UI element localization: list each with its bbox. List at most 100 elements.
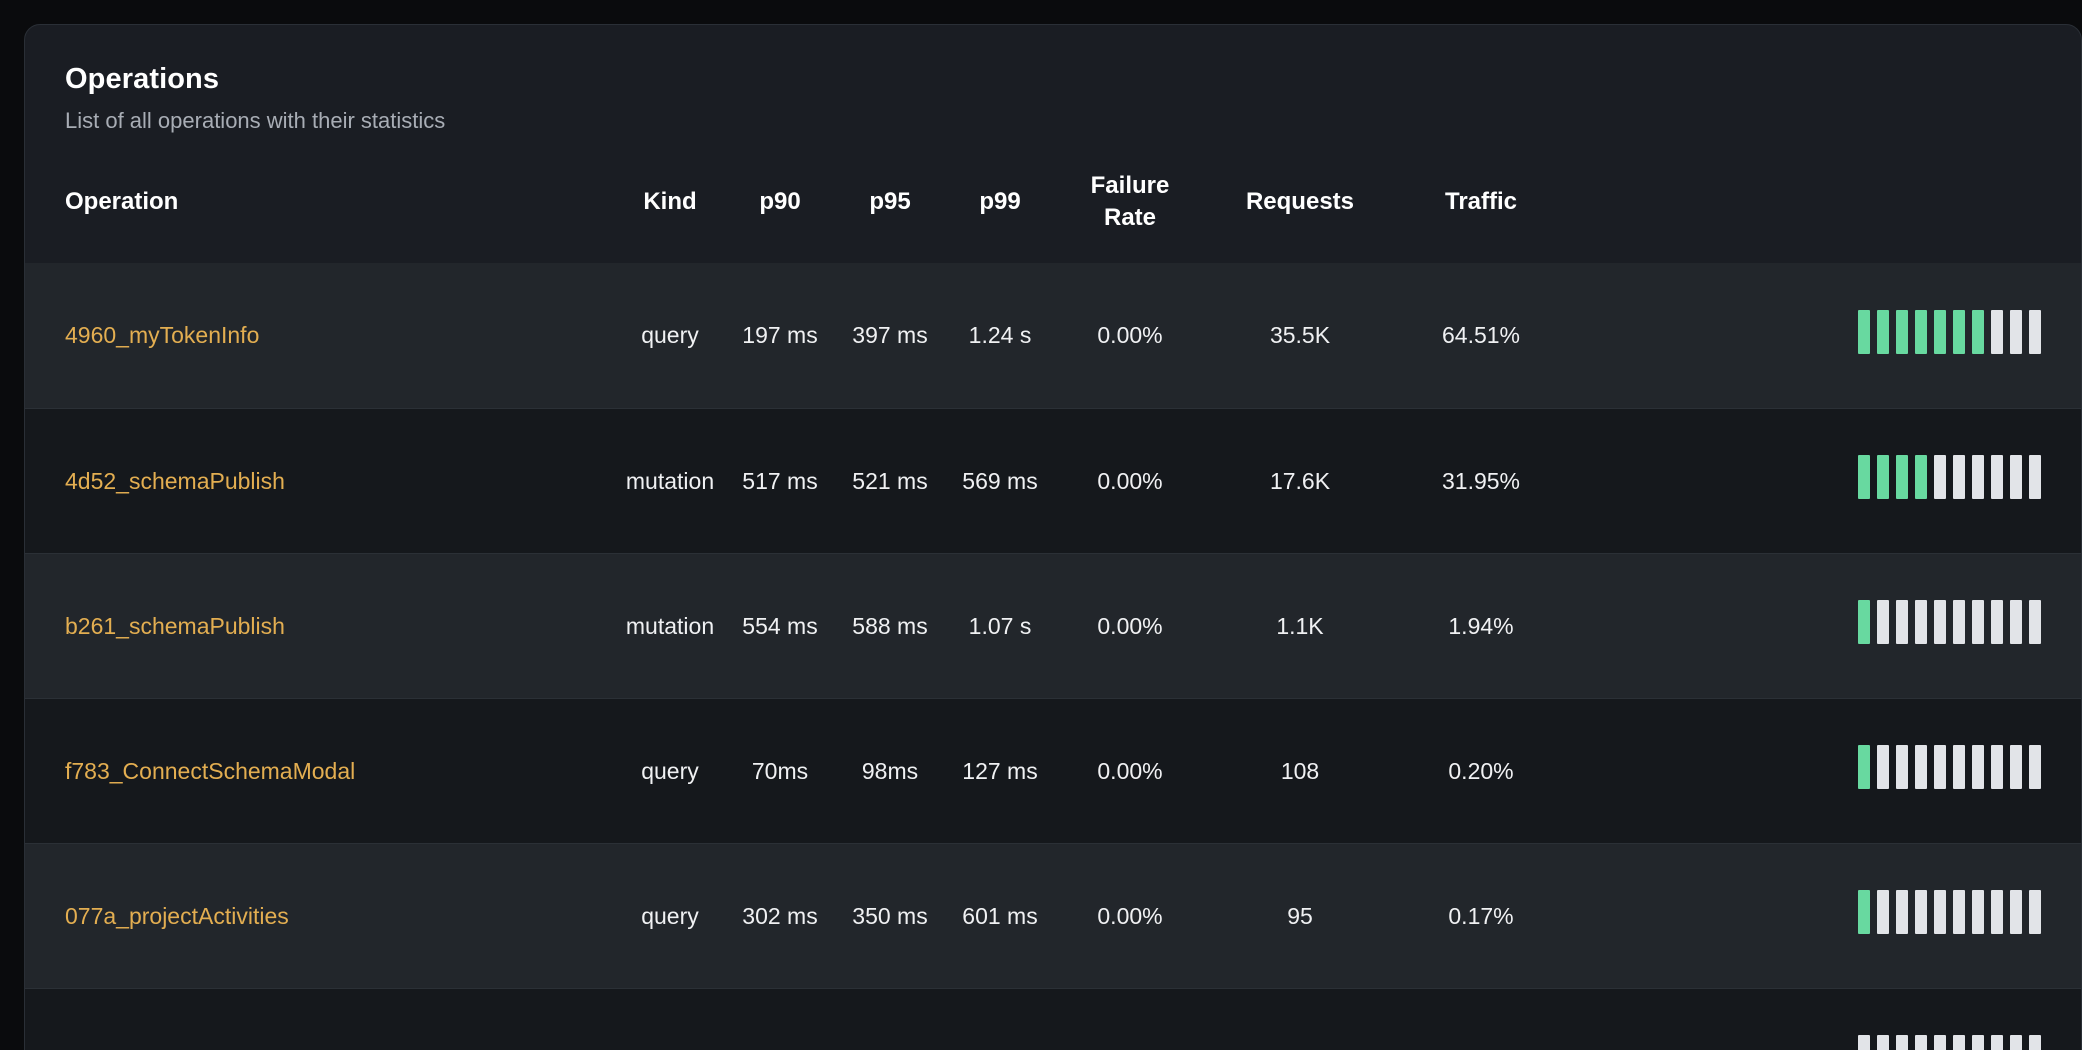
cell-failure-rate: 0.00%	[1097, 757, 1163, 784]
sparkbar-empty	[1972, 1035, 1984, 1050]
sparkbar-filled	[1915, 455, 1927, 500]
sparkbar-filled	[1877, 455, 1889, 500]
sparkbar-empty	[1991, 890, 2003, 935]
table-row[interactable]: f783_ConnectSchemaModal query 70ms 98ms 127 …	[25, 698, 2081, 844]
operation-link[interactable]: 4960_myTokenInfo	[65, 322, 260, 349]
operation-link[interactable]: 077a_projectActivities	[65, 902, 289, 929]
cell-traffic	[1395, 988, 1567, 1050]
table-header: Operation Kind p90 p95 p99 Failure Rate …	[25, 156, 2081, 263]
column-header-operation[interactable]: Operation	[65, 187, 179, 215]
cell-p95: 588 ms	[852, 612, 928, 639]
sparkbar-filled	[1858, 890, 1870, 935]
sparkbar-empty	[2029, 1035, 2041, 1050]
cell-p90: 70ms	[751, 757, 809, 784]
sparkbar-filled	[1858, 455, 1870, 500]
cell-traffic: 0.17%	[1448, 902, 1514, 929]
column-header-kind[interactable]: Kind	[643, 187, 697, 215]
sparkbar-empty	[1896, 890, 1908, 935]
table-row[interactable]: 4d52_schemaPublish mutation 517 ms 521 ms 56…	[25, 408, 2081, 554]
sparkbar-empty	[1915, 1035, 1927, 1050]
cell-operation: 077a_projectActivities	[25, 843, 615, 988]
operation-link[interactable]: b261_schemaPublish	[65, 612, 285, 639]
table-row[interactable]: b261_schemaPublish mutation 554 ms 588 ms 1.…	[25, 553, 2081, 699]
traffic-sparkbars	[1858, 455, 2041, 500]
sparkbar-empty	[1991, 745, 2003, 790]
cell-operation: 4960_myTokenInfo	[25, 263, 615, 408]
sparkbar-filled	[1915, 309, 1927, 354]
sparkbar-empty	[1991, 455, 2003, 500]
cell-kind: mutation	[625, 467, 715, 494]
cell-p95: 521 ms	[852, 467, 928, 494]
operation-link[interactable]: 4d52_schemaPublish	[65, 467, 285, 494]
cell-kind: mutation	[625, 612, 715, 639]
sparkbar-empty	[1972, 745, 1984, 790]
sparkbar-filled	[1934, 309, 1946, 354]
sparkbar-filled	[1896, 455, 1908, 500]
cell-p90	[725, 988, 835, 1050]
cell-traffic: 64.51%	[1441, 322, 1520, 349]
cell-traffic-sparkline	[1567, 988, 2081, 1050]
sparkbar-empty	[1991, 1035, 2003, 1050]
sparkbar-filled	[1858, 600, 1870, 645]
traffic-sparkbars	[1858, 1035, 2041, 1050]
cell-p95: 98ms	[861, 757, 919, 784]
cell-operation: 4d52_schemaPublish	[25, 408, 615, 553]
sparkbar-empty	[1915, 745, 1927, 790]
cell-requests	[1205, 988, 1395, 1050]
sparkbar-empty	[1991, 600, 2003, 645]
cell-kind	[615, 988, 725, 1050]
traffic-sparkbars	[1858, 600, 2041, 645]
sparkbar-empty	[1991, 309, 2003, 354]
table-row[interactable]: 077a_projectActivities query 302 ms 350 ms 6…	[25, 843, 2081, 989]
operation-link[interactable]: f783_ConnectSchemaModal	[65, 757, 356, 784]
sparkbar-empty	[2010, 309, 2022, 354]
cell-requests: 95	[1287, 902, 1313, 929]
sparkbar-filled	[1896, 309, 1908, 354]
card-header: Operations List of all operations with t…	[25, 25, 2081, 134]
column-header-traffic[interactable]: Traffic	[1444, 187, 1518, 215]
cell-traffic-sparkline	[1567, 698, 2081, 843]
column-header-requests[interactable]: Requests	[1245, 187, 1355, 215]
column-header-traffic-sparkline	[1567, 156, 2081, 263]
sparkbar-empty	[2010, 1035, 2022, 1050]
cell-p99	[945, 988, 1055, 1050]
cell-requests: 17.6K	[1269, 467, 1331, 494]
sparkbar-filled	[1953, 309, 1965, 354]
cell-traffic-sparkline	[1567, 408, 2081, 553]
cell-failure-rate: 0.00%	[1097, 902, 1163, 929]
sparkbar-empty	[2029, 455, 2041, 500]
cell-p99: 1.24 s	[968, 322, 1032, 349]
sparkbar-empty	[1953, 1035, 1965, 1050]
traffic-sparkbars	[1858, 309, 2041, 354]
table-row[interactable]	[25, 988, 2081, 1050]
cell-kind: query	[641, 902, 699, 929]
cell-p95: 350 ms	[852, 902, 928, 929]
cell-traffic: 0.20%	[1448, 757, 1514, 784]
sparkbar-empty	[1877, 745, 1889, 790]
cell-failure-rate: 0.00%	[1097, 322, 1163, 349]
cell-traffic-sparkline	[1567, 553, 2081, 698]
cell-traffic: 1.94%	[1448, 612, 1514, 639]
sparkbar-empty	[1877, 600, 1889, 645]
cell-requests: 108	[1280, 757, 1320, 784]
sparkbar-empty	[1953, 600, 1965, 645]
column-header-p99[interactable]: p99	[979, 187, 1021, 215]
sparkbar-empty	[1877, 1035, 1889, 1050]
sparkbar-filled	[1858, 309, 1870, 354]
cell-traffic-sparkline	[1567, 843, 2081, 988]
sparkbar-empty	[1953, 745, 1965, 790]
table-row[interactable]: 4960_myTokenInfo query 197 ms 397 ms 1.24 s 0…	[25, 263, 2081, 409]
operations-table: Operation Kind p90 p95 p99 Failure Rate …	[25, 156, 2081, 1050]
cell-operation: b261_schemaPublish	[25, 553, 615, 698]
operations-card: Operations List of all operations with t…	[24, 24, 2082, 1050]
column-header-failure-rate[interactable]: Failure Rate	[1090, 172, 1170, 231]
cell-p95: 397 ms	[852, 322, 928, 349]
cell-requests: 35.5K	[1269, 322, 1331, 349]
traffic-sparkbars	[1858, 745, 2041, 790]
sparkbar-empty	[2010, 455, 2022, 500]
column-header-p95[interactable]: p95	[869, 187, 911, 215]
cell-failure-rate: 0.00%	[1097, 612, 1163, 639]
sparkbar-empty	[1896, 600, 1908, 645]
column-header-p90[interactable]: p90	[759, 187, 801, 215]
